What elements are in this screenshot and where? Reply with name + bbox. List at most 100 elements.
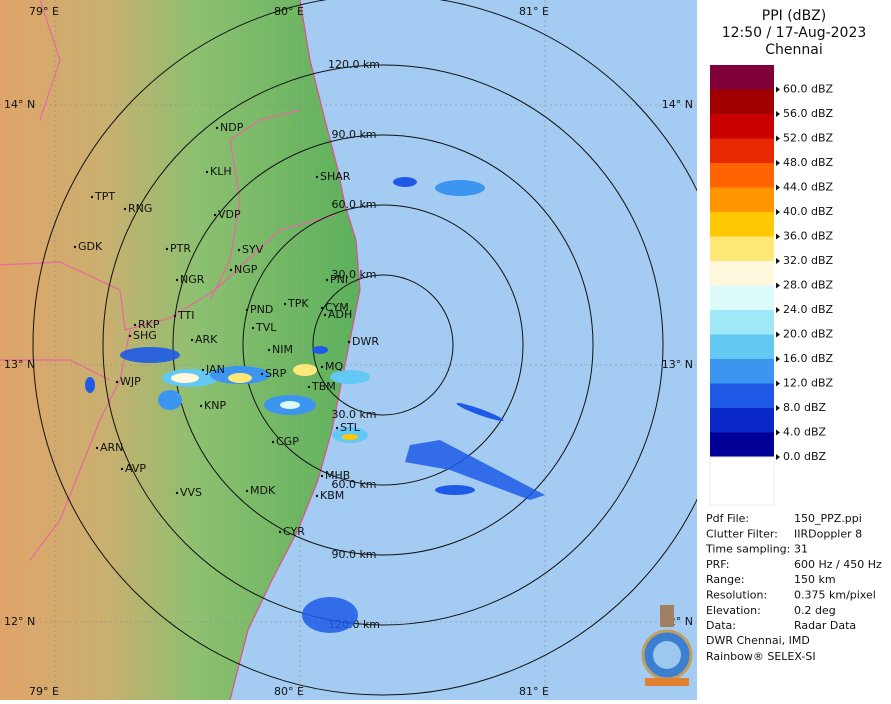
- legend-tick: [776, 209, 780, 215]
- legend-label: 4.0 dBZ: [783, 426, 827, 439]
- station-label: STL: [340, 421, 361, 434]
- station-dot: [283, 302, 287, 306]
- station-label: TBM: [311, 380, 336, 393]
- station-dot: [237, 248, 241, 252]
- range-ring: [172, 134, 594, 556]
- legend-label: 16.0 dBZ: [783, 352, 834, 365]
- legend-label: 56.0 dBZ: [783, 107, 834, 120]
- station-dot: [315, 494, 319, 498]
- imd-emblem: [641, 605, 693, 686]
- lat-label: 14° N: [662, 98, 693, 111]
- info-key: Data:: [706, 619, 736, 632]
- credit: DWR Chennai, IMD: [706, 634, 810, 647]
- info-value: 31: [794, 543, 808, 556]
- legend-swatch: [710, 138, 774, 163]
- legend-label: 52.0 dBZ: [783, 132, 834, 145]
- legend-label: 32.0 dBZ: [783, 254, 834, 267]
- station-labels: NDP KLH TPT RNG VDP GDK PTR SYV NGP NGR SHAR PNI TPK…: [73, 121, 379, 538]
- station-dot: [123, 207, 127, 211]
- station-label: VVS: [180, 486, 202, 499]
- legend-swatch: [710, 89, 774, 114]
- station-label: TTI: [177, 309, 195, 322]
- range-label: 30.0 km: [331, 268, 376, 281]
- legend-swatch: [710, 285, 774, 310]
- echoes: [85, 177, 545, 633]
- legend-tick: [776, 331, 780, 338]
- legend-swatch: [710, 65, 774, 90]
- station-label: NGP: [234, 263, 258, 276]
- info-key: Time sampling:: [705, 543, 790, 556]
- credit: Rainbow® SELEX-SI: [706, 650, 816, 663]
- legend-tick: [776, 86, 780, 93]
- station-label: NGR: [180, 273, 205, 286]
- range-ring: [102, 64, 664, 626]
- range-label: 90.0 km: [331, 548, 376, 561]
- legend-swatch: [710, 334, 774, 359]
- info-table: Pdf File: 150_PPZ.ppi Clutter Filter: IIRDo…: [705, 512, 882, 632]
- info-key: Elevation:: [706, 604, 761, 617]
- station-label: GDK: [78, 240, 103, 253]
- station-label: ADH: [328, 308, 352, 321]
- panel-title: PPI (dBZ): [762, 8, 826, 24]
- legend-swatch: [710, 432, 774, 457]
- station-label: RNG: [128, 202, 152, 215]
- legend-swatch: [710, 236, 774, 261]
- legend-label: 36.0 dBZ: [783, 230, 834, 243]
- info-value: IIRDoppler 8: [794, 527, 862, 540]
- station-label: KBM: [320, 489, 344, 502]
- station-label: AVP: [125, 462, 146, 475]
- legend-swatch: [710, 212, 774, 237]
- legend-label: 20.0 dBZ: [783, 328, 834, 341]
- station-dot: [95, 446, 99, 450]
- station-dot: [347, 340, 351, 344]
- legend-swatch: [710, 163, 774, 188]
- panel-time: 12:50 / 17-Aug-2023: [722, 25, 867, 41]
- legend-tick: [776, 405, 780, 411]
- station-dot: [260, 372, 264, 376]
- lat-label: 13° N: [4, 358, 35, 371]
- legend-label: 40.0 dBZ: [783, 205, 834, 218]
- station-label: JAN: [205, 363, 225, 376]
- lat-label: 12° N: [4, 615, 35, 628]
- lat-label: 13° N: [662, 358, 693, 371]
- station-dot: [213, 213, 217, 217]
- station-label: RKP: [138, 318, 160, 331]
- station-dot: [271, 440, 275, 444]
- station-dot: [205, 170, 209, 174]
- station-label: MDK: [250, 484, 276, 497]
- station-dot: [165, 247, 169, 251]
- station-dot: [175, 491, 179, 495]
- legend-tick: [776, 111, 780, 117]
- station-label: PND: [250, 303, 273, 316]
- station-dot: [323, 313, 327, 317]
- land: [0, 0, 360, 700]
- legend-swatch: [710, 408, 774, 433]
- legend-label: 0.0 dBZ: [783, 450, 827, 463]
- range-label: 30.0 km: [331, 408, 376, 421]
- legend-label: 44.0 dBZ: [783, 181, 834, 194]
- station-label: MHB: [325, 469, 350, 482]
- lon-label: 80° E: [274, 5, 304, 18]
- station-dot: [120, 467, 124, 471]
- station-dot: [173, 314, 177, 318]
- station-label: CGP: [276, 435, 299, 448]
- legend-tick: [776, 160, 780, 166]
- legend-label: 48.0 dBZ: [783, 156, 834, 169]
- station-label: CYR: [283, 525, 305, 538]
- legend-tick: [776, 454, 780, 460]
- station-dot: [278, 530, 282, 534]
- info-value: 0.2 deg: [794, 604, 836, 617]
- legend-label: 60.0 dBZ: [783, 83, 834, 96]
- legend-tick: [776, 233, 780, 240]
- station-dot: [325, 278, 329, 282]
- info-key: PRF:: [706, 558, 729, 571]
- station-dot: [335, 426, 339, 430]
- station-label: WJP: [120, 375, 141, 388]
- legend-tick: [776, 380, 780, 387]
- legend-swatch: [710, 359, 774, 384]
- station-label: TPT: [94, 190, 115, 203]
- station-label: KNP: [204, 399, 226, 412]
- station-label: PNI: [330, 273, 348, 286]
- station-dot: [229, 268, 233, 272]
